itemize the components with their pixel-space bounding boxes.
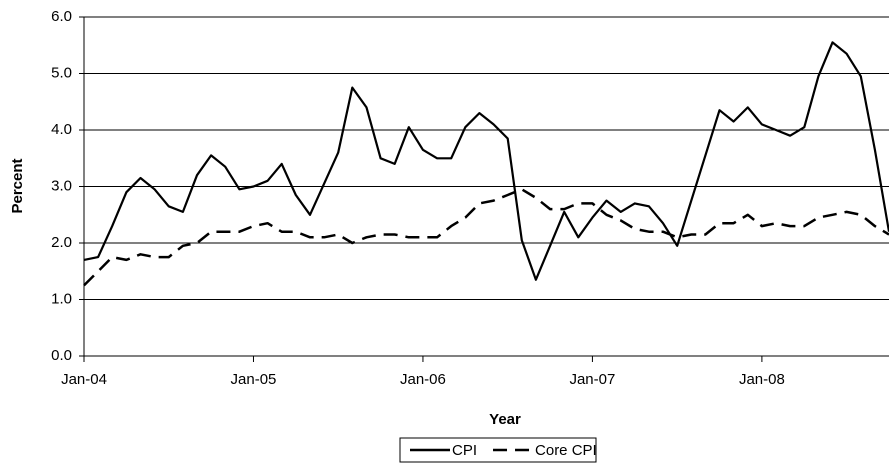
y-tick-label: 1.0 <box>51 290 72 307</box>
y-tick-label: 0.0 <box>51 347 72 364</box>
y-tick-label: 4.0 <box>51 121 72 138</box>
y-tick-label: 3.0 <box>51 177 72 194</box>
y-axis-title: Percent <box>9 158 26 213</box>
x-tick-label: Jan-07 <box>569 371 615 388</box>
legend-label: Core CPI <box>535 442 597 459</box>
x-tick-label: Jan-04 <box>61 371 107 388</box>
x-tick-label: Jan-06 <box>400 371 446 388</box>
x-axis-title: Year <box>489 411 521 428</box>
y-tick-label: 2.0 <box>51 234 72 251</box>
legend-label: CPI <box>452 442 477 459</box>
series-line <box>83 188 889 287</box>
x-tick-label: Jan-08 <box>739 371 785 388</box>
y-tick-label: 5.0 <box>51 64 72 81</box>
x-tick-label: Jan-05 <box>231 371 277 388</box>
series-line <box>83 41 889 281</box>
y-tick-label: 6.0 <box>51 8 72 25</box>
